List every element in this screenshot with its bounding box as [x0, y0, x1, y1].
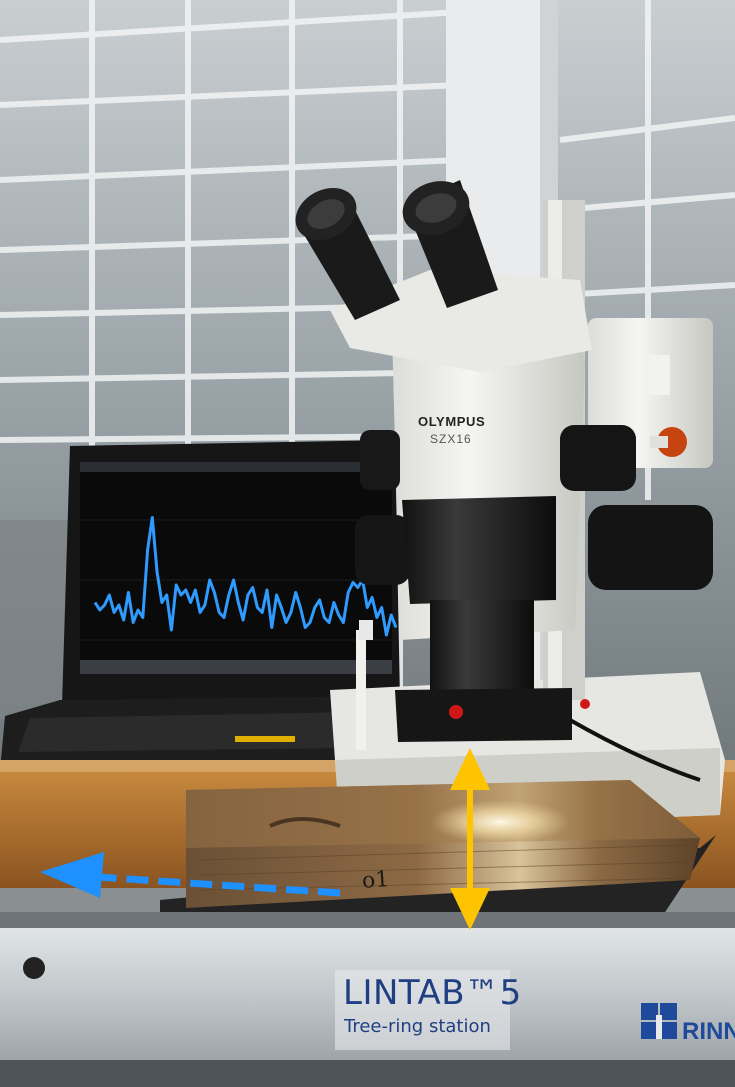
cable — [569, 718, 701, 782]
objective-housing — [402, 496, 556, 604]
zoom-knob-left — [360, 430, 400, 490]
eyepiece-right — [402, 180, 498, 308]
station-title: LINTAB™5 — [343, 973, 522, 1013]
brand-name: RINN — [682, 1018, 735, 1045]
laptop-screen — [80, 462, 392, 662]
microscope-model-label: SZX16 — [430, 432, 472, 446]
horizontal-movement-arrow — [40, 852, 341, 898]
sample-label: o1 — [361, 867, 391, 894]
light-spot — [430, 800, 570, 844]
vertical-focus-arrow — [450, 748, 490, 930]
rail-screw — [23, 957, 45, 979]
eyepiece-left — [295, 188, 400, 320]
ring-light — [395, 688, 572, 742]
lintab-label-plate — [335, 970, 510, 1050]
objective-lens — [430, 600, 534, 695]
station-subtitle: Tree-ring station — [344, 1016, 491, 1037]
focus-knob-left — [355, 515, 410, 585]
rinntech-logo — [641, 1003, 677, 1039]
zoom-knob-right — [560, 425, 636, 491]
screen-data-curve — [93, 516, 398, 637]
focus-knob-right — [588, 505, 713, 590]
pen — [356, 630, 366, 750]
focus-lock-knob — [657, 427, 687, 457]
microscope-brand-label: OLYMPUS — [418, 414, 486, 429]
laptop — [0, 440, 400, 770]
wood-sample — [186, 780, 700, 908]
ring-light-button — [449, 705, 463, 719]
